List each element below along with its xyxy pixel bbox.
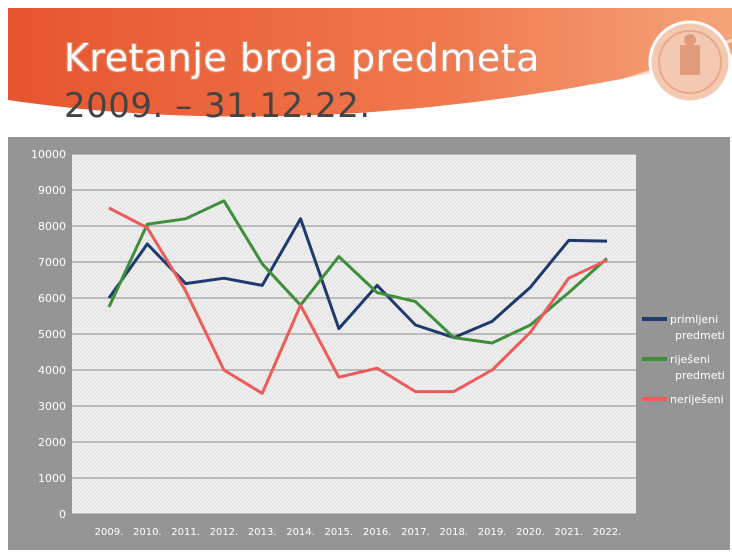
x-tick-label: 2020. [516,527,545,538]
line-chart: 0 1000 2000 3000 4000 5000 6000 7000 8000 9000 100… [31,148,725,538]
legend-label: neriješeni [670,393,724,406]
slide-subtitle-period: 2009. – 31.12.22. [64,86,371,126]
x-tick-label: 2021. [554,527,583,538]
x-tick-label: 2016. [363,527,392,538]
y-tick-label: 5000 [38,328,66,341]
x-tick-label: 2010. [133,527,162,538]
y-tick-label: 9000 [38,184,66,197]
y-tick-label: 6000 [38,292,66,305]
legend-label: predmeti [675,369,725,382]
y-tick-label: 0 [59,508,66,521]
chart-panel: 0 1000 2000 3000 4000 5000 6000 7000 8000 9000 100… [8,137,730,550]
y-tick-label: 8000 [38,220,66,233]
series-lines [107,199,608,395]
series-line-2 [108,206,608,395]
series-line-0 [107,217,608,340]
slide-title: Kretanje broja predmeta [64,36,540,80]
y-tick-label: 10000 [31,148,66,161]
x-tick-label: 2012. [210,527,239,538]
y-tick-label: 3000 [38,400,66,413]
gridlines [72,153,636,515]
x-tick-label: 2011. [171,527,200,538]
x-tick-label: 2013. [248,527,277,538]
header-background [8,8,732,135]
x-tick-label: 2022. [593,527,622,538]
x-axis-tick-labels: 2009. 2010. 2011. 2012. 2013. 2014. 2015. 2016.… [95,527,622,538]
series-line-1 [107,199,608,345]
x-tick-label: 2014. [286,527,315,538]
y-tick-label: 1000 [38,472,66,485]
x-tick-label: 2017. [401,527,430,538]
x-tick-label: 2019. [478,527,507,538]
y-axis-tick-labels: 0 1000 2000 3000 4000 5000 6000 7000 8000 9000 100… [31,148,66,521]
x-tick-label: 2015. [325,527,354,538]
legend-label: primljeni [670,313,718,326]
y-tick-label: 7000 [38,256,66,269]
x-tick-label: 2018. [439,527,468,538]
legend-label: predmeti [675,329,725,342]
header-swoosh [8,55,732,135]
legend-label: riješeni [670,353,710,366]
legend: primljeni predmeti riješeni predmeti neriješ… [642,313,725,406]
x-tick-label: 2009. [95,527,124,538]
court-seal-logo [648,20,732,104]
slide-header: Kretanje broja predmeta 2009. – 31.12.22… [0,0,732,135]
y-tick-label: 4000 [38,364,66,377]
y-tick-label: 2000 [38,436,66,449]
